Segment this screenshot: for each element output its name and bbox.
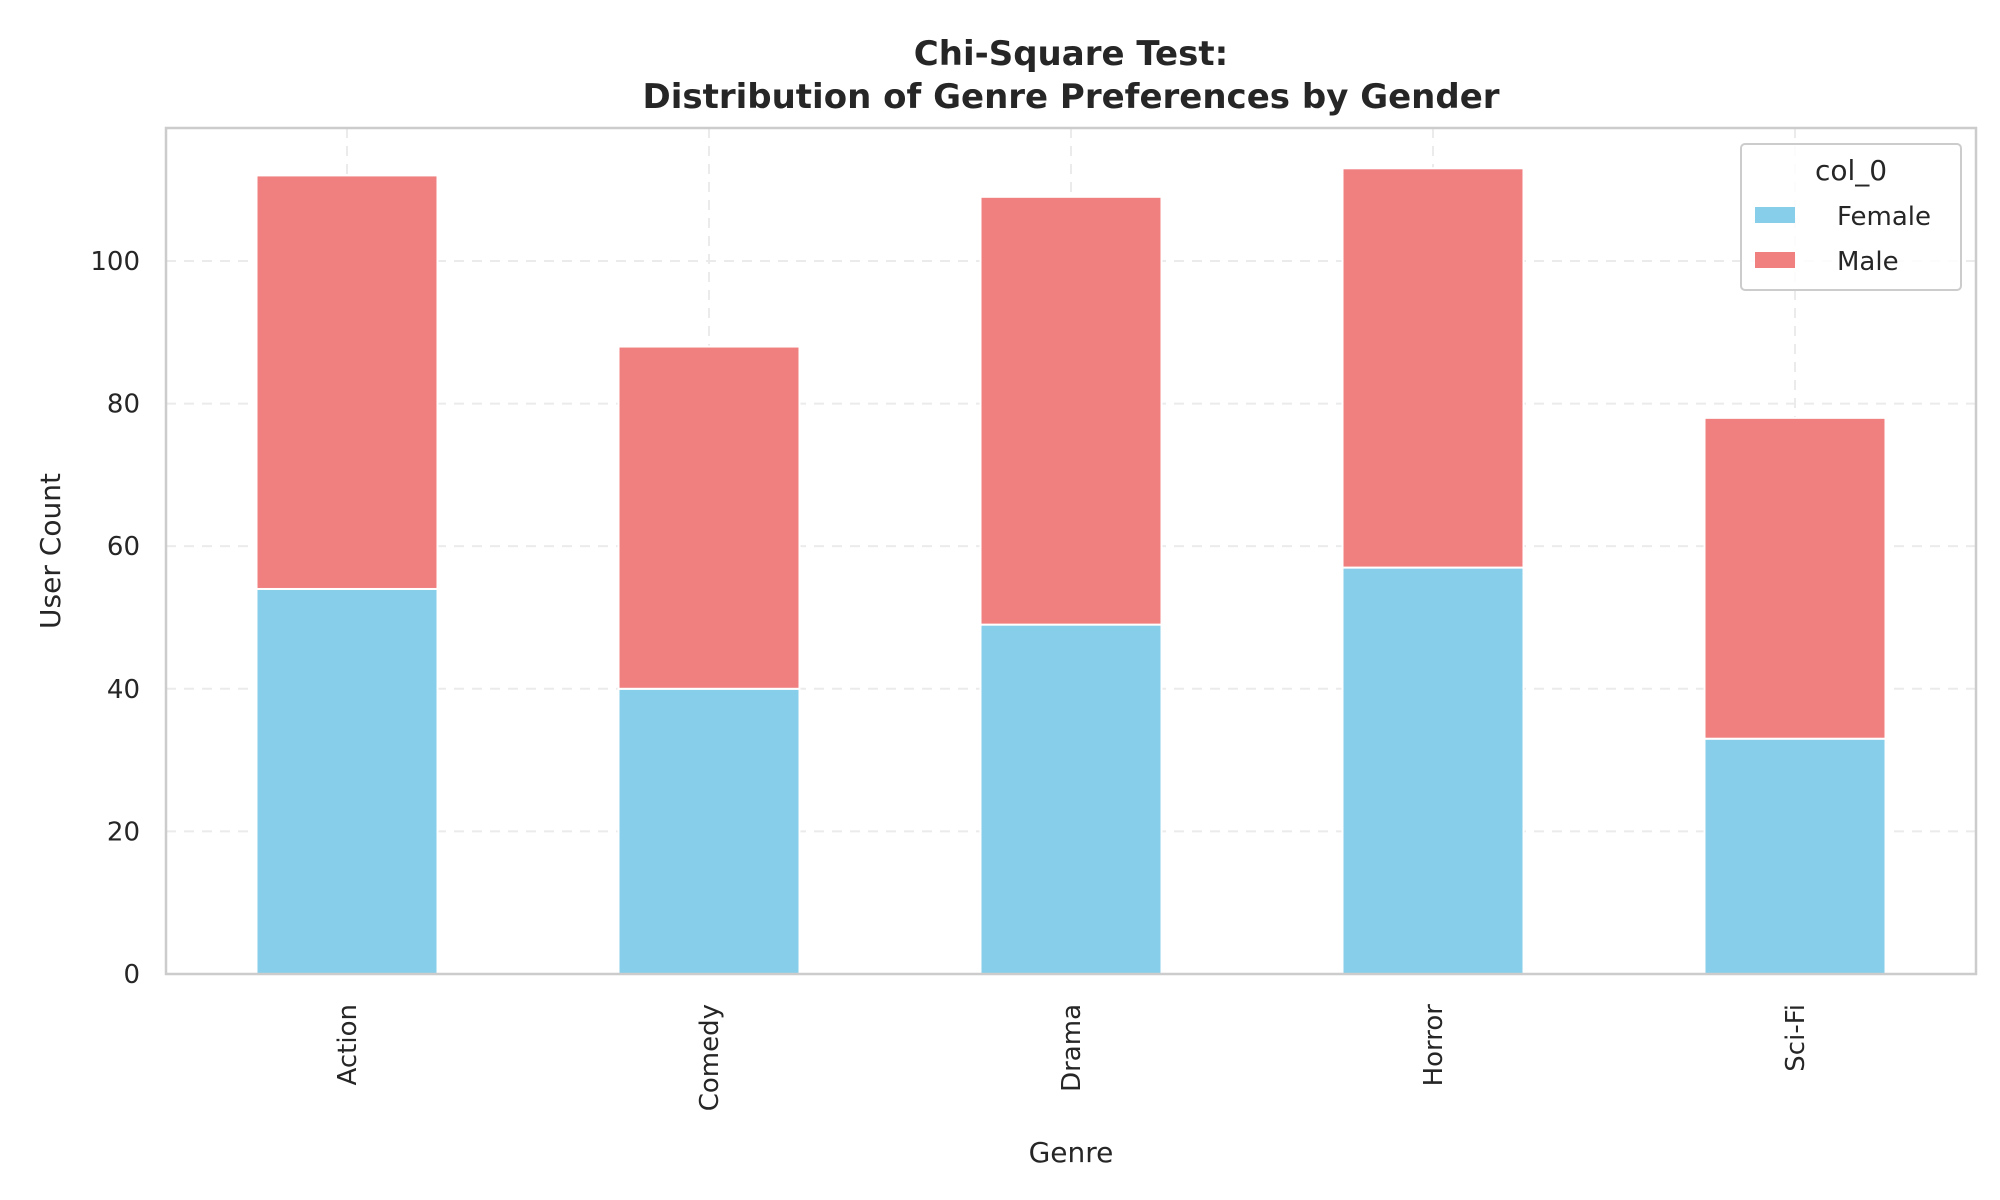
bar-female-horror (1341, 566, 1525, 975)
legend-label-female: Female (1837, 202, 1931, 232)
bar-female-action (255, 587, 439, 975)
x-axis-ticks: Action Comedy Drama Horror Sci-Fi (333, 1004, 1811, 1112)
plot-frame (164, 126, 1978, 976)
y-axis-label: User Count (34, 473, 67, 629)
bar-male-sci-fi (1703, 416, 1887, 740)
legend: col_0 Female Male (1740, 143, 1962, 291)
bar-female-sci-fi (1703, 737, 1887, 975)
bar-female-drama (979, 623, 1163, 975)
y-tick-label: 20 (107, 817, 140, 847)
legend-swatch-female (1755, 207, 1795, 223)
bar-male-comedy (617, 345, 801, 690)
chart-title-line-1: Chi-Square Test: (914, 34, 1228, 74)
x-axis-label: Genre (1029, 1136, 1114, 1169)
bar-male-drama (979, 195, 1163, 626)
y-tick-label: 0 (123, 960, 140, 990)
legend-title: col_0 (1815, 154, 1887, 187)
legend-label-male: Male (1837, 247, 1899, 277)
bar-male-action (255, 174, 439, 590)
chart-title-line-2: Distribution of Genre Preferences by Gen… (642, 77, 1499, 117)
y-tick-label: 80 (107, 390, 140, 420)
legend-swatch-male (1755, 252, 1795, 268)
y-tick-label: 60 (107, 532, 140, 562)
x-tick-label: Horror (1419, 1004, 1449, 1087)
bars (255, 167, 1887, 975)
x-tick-label: Sci-Fi (1781, 1004, 1811, 1072)
x-tick-label: Comedy (695, 1004, 725, 1111)
bar-female-comedy (617, 687, 801, 975)
x-tick-label: Drama (1057, 1004, 1087, 1092)
y-axis-ticks: 0 20 40 60 80 100 (90, 247, 140, 990)
y-tick-label: 40 (107, 675, 140, 705)
x-tick-label: Action (333, 1004, 363, 1085)
y-tick-label: 100 (90, 247, 140, 277)
legend-frame (1740, 143, 1962, 291)
bar-male-horror (1341, 167, 1525, 569)
